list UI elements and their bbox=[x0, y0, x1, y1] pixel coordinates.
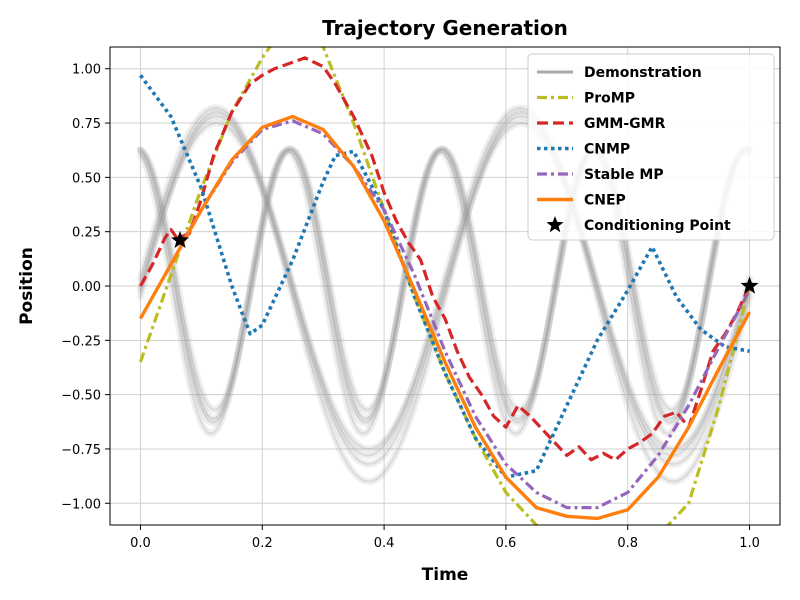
series-cnmp-line bbox=[139, 74, 750, 479]
legend-box bbox=[527, 53, 775, 241]
y-axis-title: Position bbox=[17, 247, 37, 325]
conditioning-point-marker bbox=[171, 230, 190, 249]
legend-star-icon bbox=[546, 216, 564, 233]
demonstration-core-line bbox=[139, 148, 750, 411]
x-tick-label: 0.0 bbox=[130, 536, 151, 551]
y-tick-label: 0.00 bbox=[72, 280, 101, 295]
x-axis-ticks: 0.0 0.2 0.4 0.6 0.8 1.0 bbox=[130, 525, 760, 551]
x-tick-label: 0.6 bbox=[496, 536, 517, 551]
y-tick-label: −1.00 bbox=[61, 497, 101, 512]
chart-title: Trajectory Generation bbox=[322, 16, 568, 40]
series-gmm-gmr-line bbox=[139, 56, 751, 462]
demonstration-core-line bbox=[139, 111, 751, 483]
demonstration-line bbox=[136, 145, 754, 414]
y-axis-ticks: 1.00 0.75 0.50 0.25 0.00 −0.25 −0.50 −0.75 −1.00 bbox=[61, 63, 110, 512]
x-tick-label: 0.2 bbox=[252, 536, 273, 551]
legend-label: ProMP bbox=[584, 91, 635, 107]
legend: Demonstration ProMP GMM-GMR CNMP Stable MP CN… bbox=[527, 53, 775, 241]
conditioning-point-marker bbox=[740, 276, 759, 294]
y-tick-label: 0.25 bbox=[72, 226, 101, 241]
x-axis-title: Time bbox=[422, 565, 469, 585]
demonstration-core-line bbox=[139, 115, 751, 466]
demonstration-core-line bbox=[139, 106, 751, 457]
x-tick-label: 1.0 bbox=[739, 536, 760, 551]
legend-label: Stable MP bbox=[584, 167, 664, 183]
demonstration-curves bbox=[136, 104, 754, 486]
legend-label: CNEP bbox=[584, 193, 626, 209]
y-tick-label: −0.75 bbox=[61, 443, 101, 458]
series-stable-mp-line bbox=[181, 119, 751, 510]
y-tick-label: 0.75 bbox=[72, 117, 101, 132]
legend-label: Demonstration bbox=[584, 65, 702, 81]
demonstration-line bbox=[136, 104, 754, 459]
demonstration-line bbox=[136, 108, 754, 486]
y-tick-label: −0.25 bbox=[61, 334, 101, 349]
demonstration-line bbox=[136, 145, 754, 427]
demonstration-core-line bbox=[139, 148, 750, 420]
demonstration-line bbox=[136, 145, 754, 423]
y-tick-label: 0.50 bbox=[72, 171, 101, 186]
conditioning-markers bbox=[171, 230, 759, 294]
x-tick-label: 0.4 bbox=[374, 536, 395, 551]
demonstration-line bbox=[136, 147, 754, 438]
demonstration-core-line bbox=[139, 122, 751, 450]
series-lines bbox=[138, 47, 752, 525]
demonstration-line bbox=[136, 119, 754, 453]
series-cnep-line bbox=[138, 114, 752, 521]
legend-label: Conditioning Point bbox=[584, 218, 731, 234]
demonstration-core-line bbox=[139, 148, 750, 424]
y-tick-label: 1.00 bbox=[72, 63, 101, 78]
demonstration-core-line bbox=[139, 150, 751, 435]
y-tick-label: −0.50 bbox=[61, 389, 101, 404]
x-tick-label: 0.8 bbox=[617, 536, 638, 551]
legend-label: GMM-GMR bbox=[584, 116, 666, 132]
demonstration-line bbox=[136, 113, 754, 468]
legend-label: CNMP bbox=[584, 142, 630, 158]
